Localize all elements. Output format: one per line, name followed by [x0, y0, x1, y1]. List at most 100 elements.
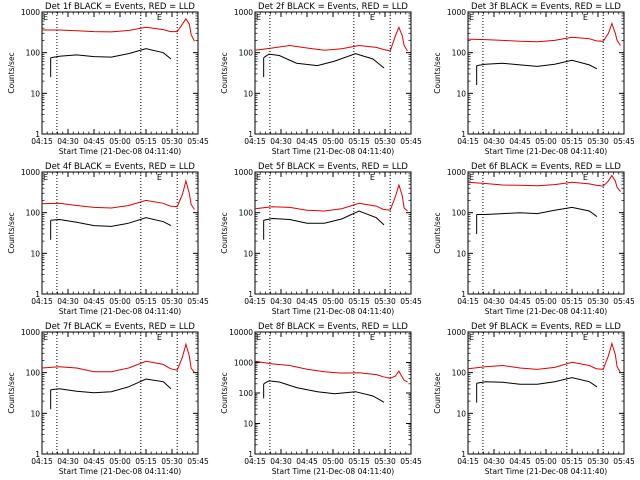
x-axis-label: Start Time (21-Dec-08 04:11:40): [272, 467, 394, 476]
plot-frame: [467, 11, 625, 135]
x-tick-label: 05:00: [322, 457, 344, 466]
x-tick-label: 04:45: [83, 297, 105, 306]
lld-series-line: [41, 179, 195, 210]
y-axis-label: Counts/sec: [433, 372, 442, 413]
x-tick-label: 05:45: [187, 457, 209, 466]
x-tick-label: 04:15: [31, 137, 53, 146]
x-tick-label: 04:15: [244, 137, 266, 146]
x-axis-label: Start Time (21-Dec-08 04:11:40): [59, 307, 181, 316]
y-tick-label: 100: [26, 209, 41, 218]
event-marker-label: E: [256, 333, 261, 342]
lld-series-line: [41, 342, 195, 373]
x-tick-label: 04:45: [83, 457, 105, 466]
y-tick-label: 1000: [234, 168, 253, 177]
panel-title: Det 4f BLACK = Events, RED = LLD: [45, 162, 195, 172]
x-tick-label: 04:15: [244, 297, 266, 306]
event-marker-label: E: [256, 173, 261, 182]
x-tick-label: 04:15: [457, 457, 479, 466]
y-tick-label: 1000: [447, 168, 466, 177]
x-tick-label: 04:45: [83, 137, 105, 146]
panel-det-1: Det 1f BLACK = Events, RED = LLD 1 10 100 10…: [7, 2, 209, 156]
y-tick-label: 100: [26, 49, 41, 58]
x-axis-label: Start Time (21-Dec-08 04:11:40): [272, 147, 394, 156]
x-tick-label: 05:30: [161, 137, 183, 146]
y-axis-label: Counts/sec: [220, 372, 229, 413]
x-tick-label: 04:30: [483, 297, 505, 306]
x-tick-label: 04:30: [57, 297, 79, 306]
plot-frame: [254, 11, 412, 135]
y-axis-label: Counts/sec: [433, 52, 442, 93]
panel-title: Det 1f BLACK = Events, RED = LLD: [45, 2, 195, 12]
events-series-line: [50, 217, 172, 227]
x-tick-label: 05:45: [613, 137, 635, 146]
y-axis-label: Counts/sec: [7, 52, 16, 93]
event-marker-label: E: [583, 13, 588, 22]
x-tick-label: 05:30: [374, 457, 396, 466]
y-tick-label: 1: [248, 450, 253, 459]
x-tick-label: 05:00: [535, 137, 557, 146]
panel-title: Det 8f BLACK = Events, RED = LLD: [258, 322, 408, 332]
x-tick-label: 05:00: [109, 297, 131, 306]
x-tick-label: 05:30: [161, 457, 183, 466]
panel-det-9: Det 9f BLACK = Events, RED = LLD 1 10 100 10…: [433, 322, 635, 476]
x-tick-label: 05:15: [348, 137, 370, 146]
plot-frame: [254, 331, 412, 455]
event-marker-label: E: [157, 13, 162, 22]
y-tick-label: 10: [243, 89, 253, 98]
x-tick-label: 05:15: [561, 137, 583, 146]
x-tick-label: 04:45: [296, 297, 318, 306]
plot-frame: [254, 171, 412, 295]
y-tick-label: 1: [35, 130, 40, 139]
plot-frame: [467, 171, 625, 295]
x-tick-label: 05:00: [109, 457, 131, 466]
lld-series-line: [254, 25, 408, 52]
panel-det-2: Det 2f BLACK = Events, RED = LLD 1 10 100 10…: [220, 2, 422, 156]
events-series-line: [263, 210, 385, 226]
x-tick-label: 05:45: [400, 137, 422, 146]
x-tick-label: 04:45: [509, 297, 531, 306]
event-marker-label: E: [469, 13, 474, 22]
x-tick-label: 05:45: [400, 457, 422, 466]
x-tick-label: 05:15: [561, 297, 583, 306]
lld-series-line: [254, 183, 408, 212]
x-tick-label: 05:45: [187, 297, 209, 306]
y-tick-label: 10: [30, 89, 40, 98]
panel-title: Det 3f BLACK = Events, RED = LLD: [471, 2, 621, 12]
x-tick-label: 05:45: [613, 457, 635, 466]
x-tick-label: 05:30: [374, 297, 396, 306]
events-series-line: [50, 378, 172, 394]
x-tick-label: 04:15: [31, 297, 53, 306]
lld-series-line: [467, 174, 621, 192]
x-tick-label: 04:45: [509, 137, 531, 146]
y-tick-label: 1: [461, 130, 466, 139]
x-tick-label: 04:30: [57, 137, 79, 146]
y-axis-label: Counts/sec: [7, 212, 16, 253]
x-tick-label: 05:15: [135, 297, 157, 306]
x-tick-label: 04:15: [244, 457, 266, 466]
y-tick-label: 100: [239, 209, 254, 218]
event-marker-label: E: [370, 173, 375, 182]
x-tick-label: 04:30: [483, 457, 505, 466]
x-tick-label: 04:30: [270, 457, 292, 466]
x-tick-label: 05:30: [587, 457, 609, 466]
x-tick-label: 04:30: [270, 137, 292, 146]
y-tick-label: 1: [461, 450, 466, 459]
y-tick-label: 100: [452, 209, 467, 218]
y-tick-label: 1000: [447, 328, 466, 337]
y-tick-label: 10: [243, 420, 253, 429]
event-marker-label: E: [157, 173, 162, 182]
event-marker-label: E: [469, 173, 474, 182]
x-tick-label: 05:00: [109, 137, 131, 146]
y-tick-label: 10: [30, 249, 40, 258]
y-axis-label: Counts/sec: [220, 212, 229, 253]
x-tick-label: 05:15: [135, 457, 157, 466]
x-tick-label: 05:45: [613, 297, 635, 306]
event-marker-label: E: [43, 173, 48, 182]
panel-det-7: Det 7f BLACK = Events, RED = LLD 1 10 100 10…: [7, 322, 209, 476]
x-tick-label: 04:45: [509, 457, 531, 466]
panel-title: Det 9f BLACK = Events, RED = LLD: [471, 322, 621, 332]
lld-series-line: [467, 341, 621, 373]
event-marker-label: E: [469, 333, 474, 342]
x-tick-label: 04:45: [296, 137, 318, 146]
y-tick-label: 1000: [234, 359, 253, 368]
